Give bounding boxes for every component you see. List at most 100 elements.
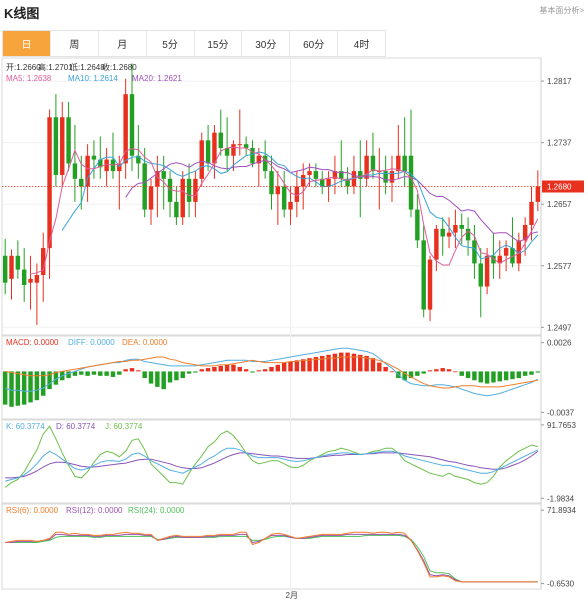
macd-bar-54: [345, 352, 350, 372]
macd-bar-40: [256, 370, 262, 372]
candle-44: [281, 186, 287, 210]
candle-62: [396, 155, 401, 172]
ohlc-legend-3: 收:1.2680: [102, 62, 137, 72]
candle-72: [459, 224, 464, 229]
ma5-line: [30, 146, 539, 275]
macd-bar-20: [129, 368, 135, 372]
macd-bar-10: [66, 371, 71, 379]
rsi-legend-2: RSI(24): 0.0000: [128, 506, 185, 515]
macd-bar-14: [91, 371, 97, 375]
ma-legend-0: MA5: 1.2638: [6, 74, 52, 83]
macd-bar-12: [79, 371, 84, 375]
page-title: K线图: [4, 6, 40, 21]
candle-78: [497, 255, 503, 264]
tab-5[interactable]: 30分: [242, 31, 291, 56]
candle-61: [389, 171, 395, 183]
pane-border-3: [1, 503, 542, 590]
macd-bar-44: [281, 362, 287, 372]
last-price-box: [542, 180, 584, 193]
candle-58: [370, 155, 376, 172]
candle-9: [60, 117, 65, 175]
j-line: [4, 425, 538, 488]
macd-bar-79: [503, 371, 509, 381]
candle-67: [427, 259, 433, 310]
candle-32: [205, 140, 211, 164]
macd-legend-2: DEA: 0.0000: [122, 338, 168, 347]
tab-2[interactable]: 月: [99, 31, 147, 56]
rsi24-line: [5, 534, 538, 583]
ma10-line: [61, 151, 539, 260]
candle-43: [275, 186, 281, 195]
candle-63: [402, 155, 407, 172]
rsi-legend-0: RSI(6): 0.0000: [6, 506, 59, 515]
candle-54: [345, 178, 350, 187]
candle-74: [472, 240, 477, 264]
macd-bar-32: [205, 368, 211, 372]
candle-29: [186, 178, 192, 202]
macd-bar-67: [427, 370, 433, 372]
candle-80: [510, 248, 515, 264]
candle-1: [9, 255, 14, 279]
candle-33: [212, 132, 217, 164]
macd-bar-27: [174, 371, 179, 381]
macd-bar-18: [117, 371, 122, 375]
candle-46: [294, 186, 300, 202]
macd-bar-36: [231, 364, 236, 372]
candle-52: [332, 171, 338, 179]
macd-bar-74: [472, 371, 477, 381]
macd-bar-0: [2, 371, 8, 405]
tab-3[interactable]: 5分: [147, 31, 195, 56]
kdj-legend-2: J: 60.3774: [105, 422, 143, 431]
candle-10: [66, 117, 71, 164]
rsi-tick-0: 71.8934: [547, 506, 576, 515]
candle-81: [516, 240, 522, 264]
candle-24: [155, 171, 160, 187]
pane-border-1: [1, 335, 542, 420]
price-tick-0: 1.2817: [547, 77, 572, 86]
candle-28: [180, 178, 185, 218]
candle-82: [522, 224, 528, 241]
tab-4[interactable]: 15分: [195, 31, 243, 56]
candle-25: [161, 171, 166, 179]
diff-line: [5, 347, 539, 397]
macd-bar-8: [53, 371, 59, 385]
tab-7[interactable]: 4时: [353, 40, 370, 51]
dea-line: [5, 356, 538, 389]
ma20-line: [125, 159, 538, 243]
candle-15: [98, 159, 103, 168]
macd-tick-0: 0.0026: [547, 339, 572, 348]
macd-bar-81: [516, 371, 522, 379]
tab-1[interactable]: 周: [51, 31, 99, 56]
macd-bar-31: [199, 369, 204, 372]
ma-legend-2: MA20: 1.2621: [132, 74, 182, 83]
candle-27: [174, 201, 179, 218]
candle-7: [47, 117, 52, 249]
macd-bar-58: [370, 358, 376, 372]
macd-bar-3: [21, 371, 27, 405]
candle-66: [421, 240, 426, 310]
candle-71: [453, 224, 458, 233]
macd-bar-69: [440, 368, 445, 372]
macd-bar-48: [307, 358, 312, 372]
fundamental-analysis-link[interactable]: 基本面分析>: [539, 6, 584, 15]
candle-40: [256, 155, 262, 164]
macd-bar-50: [320, 355, 325, 372]
macd-bar-30: [193, 371, 198, 373]
macd-bar-76: [484, 371, 490, 384]
macd-bar-60: [383, 366, 388, 372]
macd-legend-1: DIFF: 0.0000: [68, 338, 115, 347]
macd-bar-15: [98, 371, 103, 376]
tab-0[interactable]: 日: [3, 31, 51, 56]
macd-bar-56: [358, 354, 363, 372]
kdj-legend-0: K: 60.3774: [6, 422, 45, 431]
macd-bar-2: [15, 371, 21, 406]
tab-6[interactable]: 60分: [290, 31, 339, 56]
macd-bar-17: [110, 371, 116, 377]
candle-68: [434, 228, 439, 260]
candle-35: [224, 148, 230, 156]
rsi6-line: [5, 531, 538, 583]
macd-bar-22: [142, 371, 147, 379]
kdj-tick-0: 91.7653: [547, 421, 576, 430]
macd-bar-51: [326, 354, 331, 372]
candle-6: [40, 248, 46, 275]
